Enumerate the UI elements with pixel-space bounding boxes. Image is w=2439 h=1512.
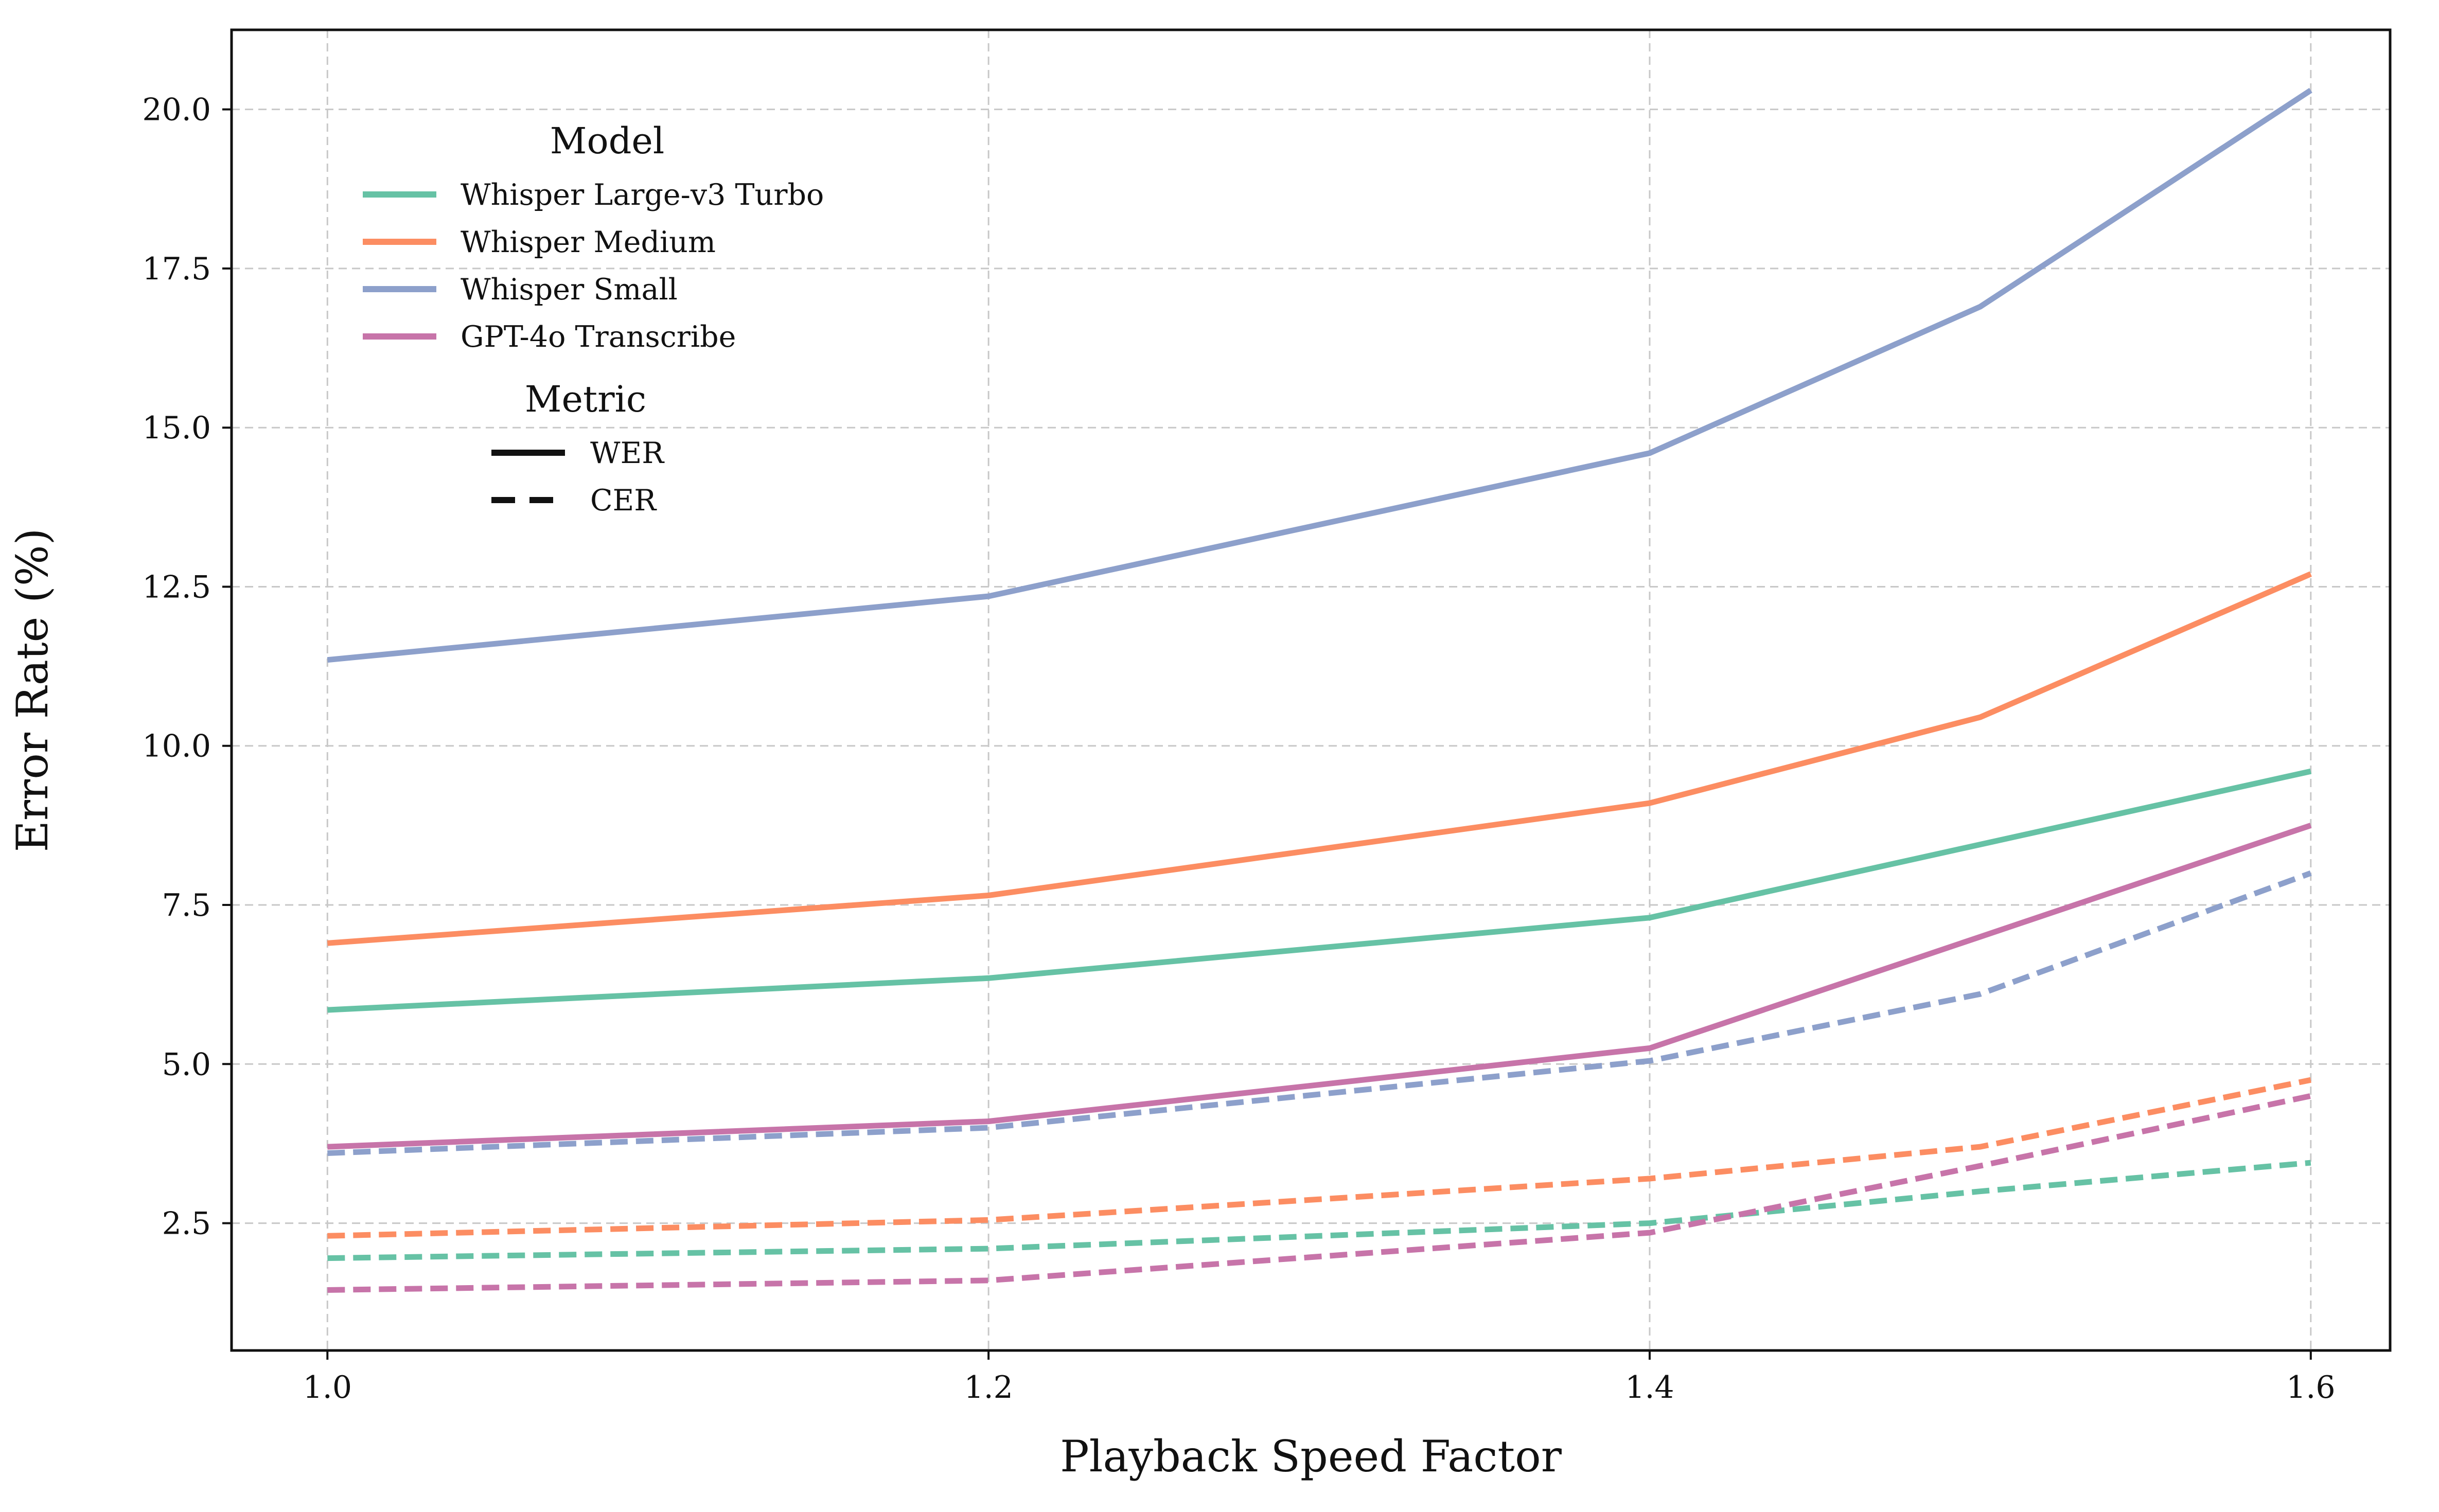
series-line — [327, 1093, 2311, 1293]
y-tick-label: 17.5 — [142, 251, 211, 287]
grid — [232, 30, 2390, 1350]
legend-label: Whisper Small — [461, 273, 678, 307]
x-tick-label: 1.4 — [1625, 1369, 1674, 1406]
series-line — [327, 1077, 2311, 1239]
series-line — [327, 87, 2312, 663]
legend-metric-title: Metric — [525, 378, 646, 420]
x-tick-label: 1.6 — [2286, 1369, 2335, 1406]
axis-ticks: 1.0 1.2 1.4 1.6 2.5 5.0 7.5 10.0 12.5 15.0 17.5 20.… — [142, 92, 2335, 1406]
y-tick-label: 15.0 — [142, 410, 211, 446]
series-line — [327, 1160, 2311, 1261]
y-tick-label: 5.0 — [162, 1046, 211, 1082]
legend: Model Whisper Large-v3 Turbo Whisper Medi… — [363, 120, 824, 518]
legend-label: GPT-4o Transcribe — [461, 320, 736, 354]
legend-model-title: Model — [550, 120, 664, 162]
x-tick-label: 1.2 — [964, 1369, 1013, 1406]
plot-frame — [230, 28, 2392, 1352]
legend-metric-entries: WER CER — [491, 436, 665, 518]
legend-label: Whisper Medium — [461, 225, 716, 259]
series-line — [327, 823, 2312, 1150]
legend-label: WER — [590, 436, 665, 470]
x-tick-label: 1.0 — [303, 1369, 352, 1406]
legend-label: CER — [590, 484, 657, 518]
legend-label: Whisper Large-v3 Turbo — [461, 178, 824, 212]
series-line — [327, 768, 2311, 1013]
x-axis-title: Playback Speed Factor — [1060, 1431, 1562, 1482]
y-tick-label: 2.5 — [162, 1206, 211, 1242]
y-tick-label: 10.0 — [142, 728, 211, 764]
y-tick-label: 20.0 — [142, 92, 211, 128]
y-tick-label: 7.5 — [162, 887, 211, 923]
legend-model-entries: Whisper Large-v3 Turbo Whisper Medium Whis… — [363, 178, 824, 354]
series-line — [327, 870, 2312, 1156]
y-axis-title: Error Rate (%) — [7, 528, 58, 852]
y-tick-label: 12.5 — [142, 569, 211, 605]
series-line — [327, 571, 2312, 946]
series-lines — [327, 87, 2312, 1293]
